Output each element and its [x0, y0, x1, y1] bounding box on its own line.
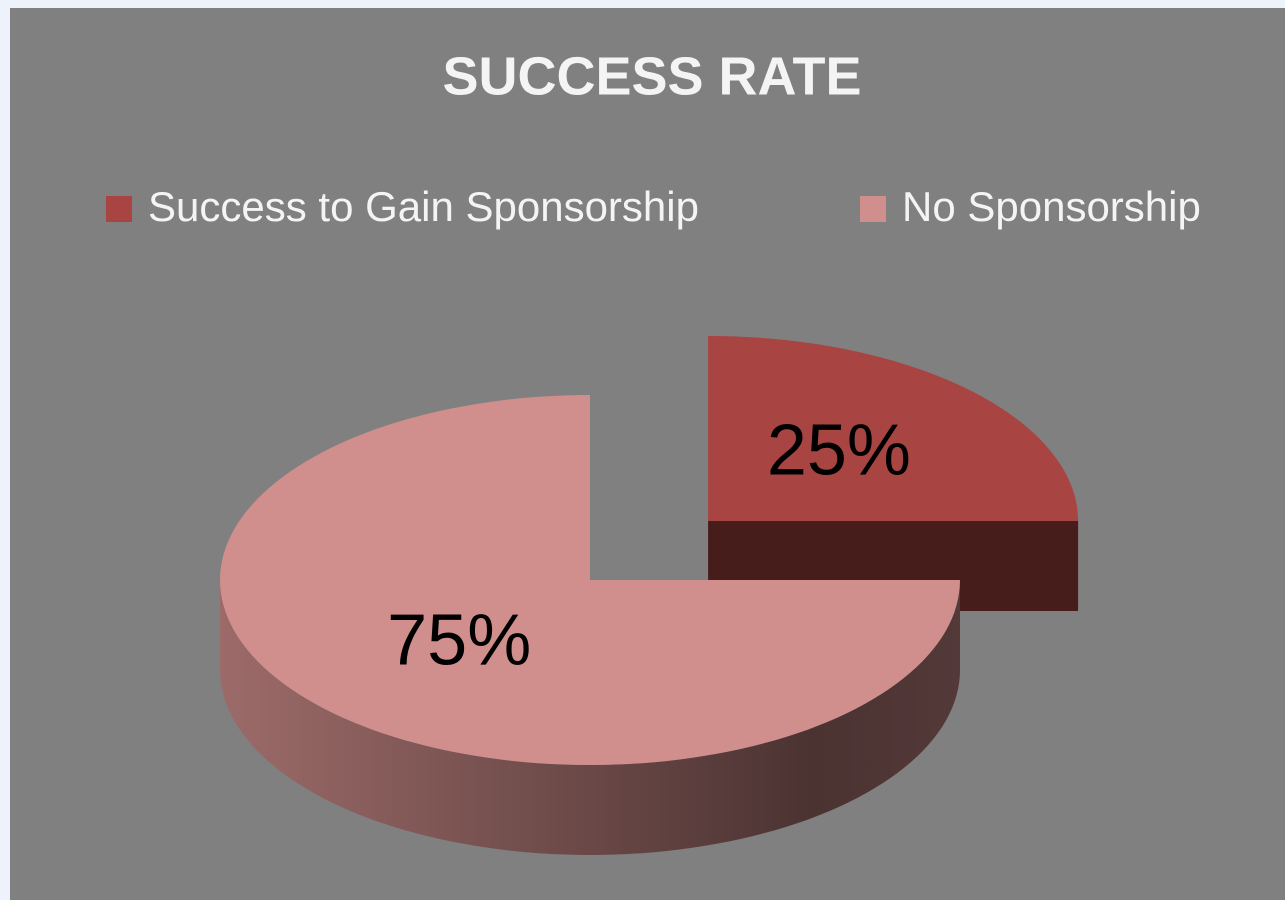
slice-wall [220, 580, 960, 855]
slice [220, 395, 960, 765]
slice [708, 336, 1079, 521]
legend-swatch [106, 196, 132, 222]
chart-title: SUCCESS RATE [442, 46, 861, 106]
legend-label: Success to Gain Sponsorship [148, 183, 699, 230]
data-label: 75% [387, 600, 531, 680]
data-label: 25% [767, 411, 911, 491]
legend-label: No Sponsorship [902, 183, 1201, 230]
legend-swatch [860, 196, 886, 222]
